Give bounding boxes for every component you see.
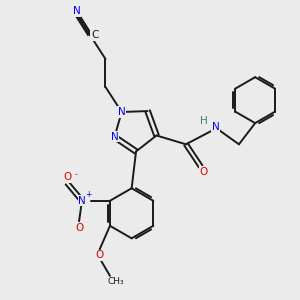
- Text: C: C: [91, 30, 98, 40]
- Text: CH₃: CH₃: [107, 277, 124, 286]
- Text: O: O: [95, 250, 104, 260]
- Text: N: N: [73, 6, 80, 16]
- Text: N: N: [78, 196, 86, 206]
- Text: O: O: [200, 167, 208, 177]
- Text: N: N: [111, 132, 119, 142]
- Text: O: O: [63, 172, 71, 182]
- Text: N: N: [118, 107, 126, 117]
- Text: N: N: [212, 122, 219, 132]
- Text: +: +: [85, 190, 92, 199]
- Text: O: O: [75, 223, 83, 233]
- Text: H: H: [200, 116, 208, 126]
- Text: -: -: [75, 170, 78, 179]
